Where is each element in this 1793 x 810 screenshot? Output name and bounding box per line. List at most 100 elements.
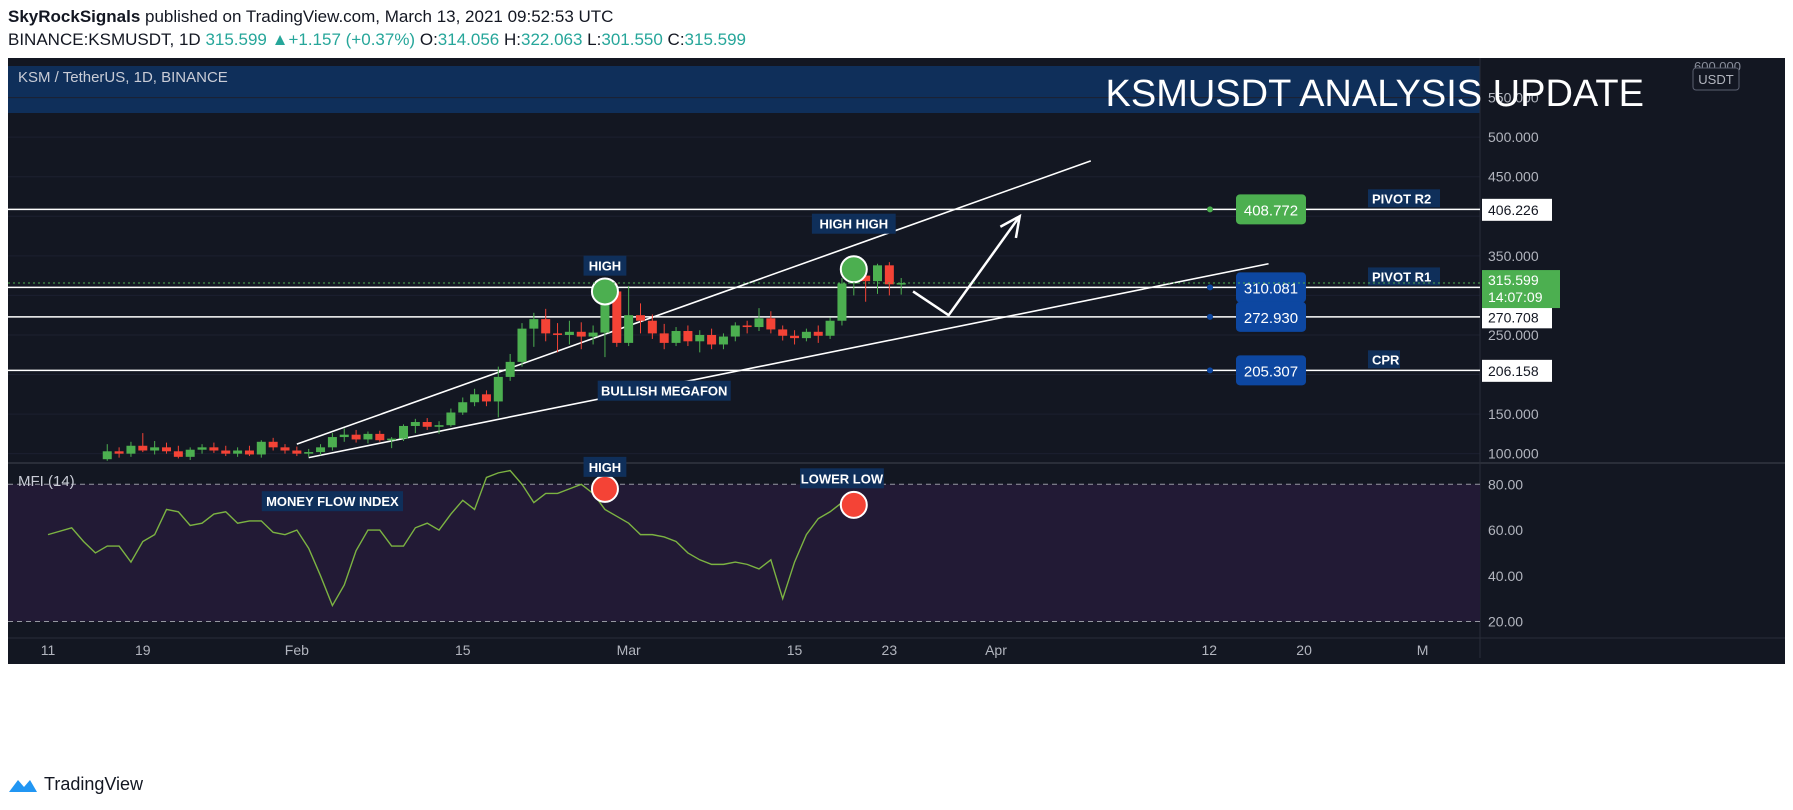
candle-body: [837, 283, 847, 321]
candle[interactable]: [659, 323, 669, 350]
candle[interactable]: [221, 445, 231, 457]
candle[interactable]: [126, 441, 136, 457]
level-price-label-box[interactable]: [1236, 355, 1306, 386]
candle[interactable]: [375, 430, 385, 442]
candle[interactable]: [446, 408, 456, 427]
candle[interactable]: [470, 388, 480, 407]
candle[interactable]: [683, 325, 693, 347]
candle[interactable]: [150, 441, 160, 455]
candle-body: [399, 425, 408, 439]
candle[interactable]: [754, 308, 764, 332]
price-marker-circle[interactable]: [590, 277, 619, 306]
candle[interactable]: [339, 428, 349, 442]
candle[interactable]: [707, 328, 717, 350]
candle[interactable]: [280, 444, 290, 454]
annotation-box: [811, 213, 896, 234]
mfi-pane[interactable]: MFI (14) HIGH LOWER LOW MONEY FLOW INDEX: [8, 456, 1480, 623]
time-tick-label: Apr: [985, 642, 1007, 658]
candle[interactable]: [363, 431, 373, 444]
candle[interactable]: [553, 323, 563, 353]
level-anchor-dot[interactable]: [1207, 206, 1213, 213]
candle[interactable]: [873, 263, 882, 294]
candle[interactable]: [304, 448, 314, 457]
candle[interactable]: [837, 277, 847, 326]
candle[interactable]: [268, 437, 278, 451]
candle[interactable]: [766, 311, 776, 334]
candle[interactable]: [790, 330, 800, 345]
candle[interactable]: [173, 445, 183, 459]
candle[interactable]: [505, 353, 515, 381]
level-anchor-dot[interactable]: [1207, 284, 1213, 291]
candle[interactable]: [896, 277, 906, 295]
candle[interactable]: [316, 444, 326, 456]
candle[interactable]: [576, 322, 586, 350]
candle[interactable]: [541, 308, 551, 342]
change-value: +1.157 (+0.37%): [288, 30, 416, 49]
level-price-label-box[interactable]: [1236, 194, 1306, 225]
trendline-upper[interactable]: [296, 160, 1092, 445]
candle[interactable]: [410, 418, 420, 434]
price-axis[interactable]: 406.226309.026270.708206.158315.59914:07…: [1482, 90, 1560, 630]
time-axis[interactable]: 11 19 Feb 15 Mar 15 23 Apr 12 20 M: [8, 637, 1785, 768]
candle[interactable]: [730, 322, 740, 342]
candle[interactable]: [102, 444, 112, 461]
candle-body: [754, 318, 764, 328]
candle[interactable]: [742, 320, 752, 334]
candle[interactable]: [529, 312, 539, 347]
candle[interactable]: [564, 320, 574, 345]
candle[interactable]: [778, 325, 788, 341]
candle[interactable]: [636, 303, 645, 334]
candle[interactable]: [422, 418, 432, 430]
candle[interactable]: [588, 325, 598, 345]
level-name: PIVOT R2: [1372, 191, 1431, 206]
candle[interactable]: [481, 390, 491, 407]
candle-body: [387, 438, 397, 441]
candle[interactable]: [801, 328, 811, 342]
candle[interactable]: [517, 323, 527, 367]
candle[interactable]: [884, 262, 894, 296]
candle-body: [553, 333, 563, 335]
candle[interactable]: [162, 442, 171, 454]
candle[interactable]: [434, 421, 444, 434]
candle[interactable]: [138, 433, 148, 453]
candle[interactable]: [647, 314, 657, 339]
candle[interactable]: [233, 447, 243, 457]
level-price-label: 310.081: [1244, 280, 1298, 297]
trendline-lower[interactable]: [308, 262, 1269, 459]
candle[interactable]: [458, 397, 468, 415]
candle[interactable]: [197, 444, 207, 454]
candle[interactable]: [695, 330, 705, 353]
candle-body: [671, 331, 681, 343]
candle[interactable]: [209, 442, 219, 453]
projection-arrow[interactable]: [912, 215, 1021, 317]
candle[interactable]: [185, 447, 195, 460]
candle[interactable]: [327, 433, 337, 451]
candle[interactable]: [624, 285, 634, 347]
candle[interactable]: [256, 440, 266, 458]
candle[interactable]: [244, 445, 254, 457]
candle[interactable]: [825, 317, 835, 339]
price-marker-circle[interactable]: [839, 255, 868, 284]
candle[interactable]: [292, 446, 302, 457]
candle[interactable]: [114, 447, 124, 458]
mfi-marker-circle[interactable]: [839, 490, 868, 519]
current-price-box[interactable]: [1482, 270, 1560, 309]
candle[interactable]: [387, 437, 397, 449]
candle[interactable]: [671, 327, 681, 347]
author-name[interactable]: SkyRockSignals: [8, 7, 141, 26]
candle[interactable]: [399, 424, 408, 442]
level-price-label-box[interactable]: [1236, 272, 1306, 303]
mfi-line[interactable]: [47, 469, 866, 608]
level-anchor-dot[interactable]: [1207, 313, 1213, 320]
mfi-marker-circle[interactable]: [590, 474, 619, 503]
candle[interactable]: [493, 366, 503, 418]
candle[interactable]: [718, 333, 728, 350]
candle[interactable]: [351, 429, 361, 443]
level-price-label-box[interactable]: [1236, 301, 1306, 332]
level-anchor-dot[interactable]: [1207, 367, 1213, 374]
candle[interactable]: [813, 325, 823, 343]
currency-badge[interactable]: [1692, 67, 1740, 91]
tradingview-logo[interactable]: TradingView: [8, 774, 143, 795]
